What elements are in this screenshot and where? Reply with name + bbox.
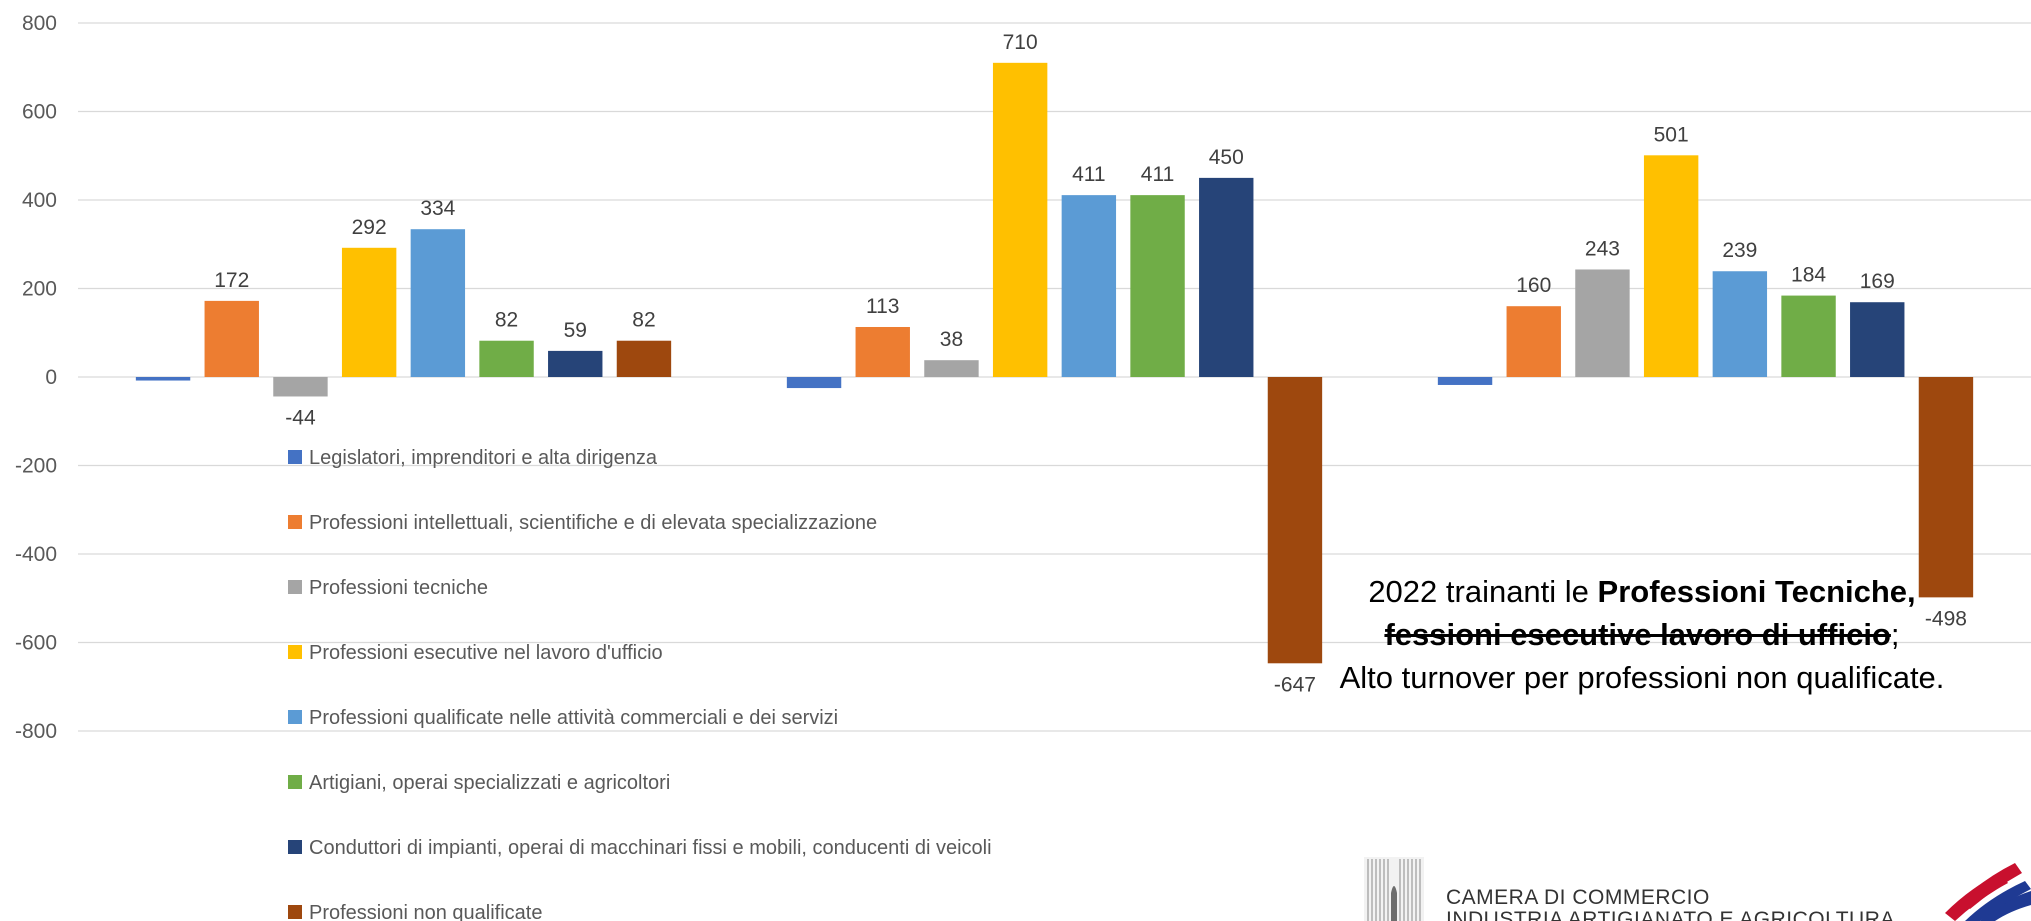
bar [1643,155,1699,377]
y-axis: 800 600 400 200 0 -200 -400 -600 -800 [15,12,57,743]
bar [1130,195,1185,377]
y-tick-label: -400 [15,543,57,566]
legend-label: Professioni qualificate nelle attività c… [309,707,838,729]
legend-swatch [288,840,302,854]
legend-swatch [288,515,302,529]
y-tick-label: 200 [22,278,57,301]
annotation-line-3: Alto turnover per professioni non qualif… [1339,660,1945,695]
data-label: -647 [1274,673,1316,696]
data-label: 169 [1860,270,1895,293]
data-label: 172 [214,269,249,292]
bar [1781,295,1836,377]
data-label: 113 [866,295,899,318]
bar [273,377,328,397]
data-label: 501 [1654,123,1689,146]
data-label: 411 [1141,163,1174,186]
annotation-line-1-bold: Professioni Tecniche, [1597,574,1916,609]
legend-swatch [288,450,302,464]
logo-graphic [1364,857,2031,921]
y-tick-label: 400 [22,189,57,212]
y-tick-label: -200 [15,455,57,478]
data-label: 184 [1791,264,1826,287]
bar [616,340,672,377]
legend-label: Professioni non qualificate [309,902,542,921]
y-tick-label: 600 [22,101,57,124]
legend-label: Legislatori, imprenditori e alta dirigen… [309,447,658,469]
data-label: 59 [564,319,587,342]
data-label: 710 [1003,31,1038,54]
data-label: 411 [1072,163,1105,186]
data-label: -498 [1925,607,1967,630]
data-label: 450 [1209,146,1244,169]
legend-swatch [288,710,302,724]
bar [1850,302,1905,377]
bar [992,62,1048,377]
bar [1506,306,1561,377]
bar [204,300,259,377]
bar [1918,377,1974,598]
emblem-icon [1364,857,1424,921]
bars [135,62,1974,664]
logo-line-2: INDUSTRIA ARTIGIANATO E AGRICOLTURA [1446,908,1895,921]
gridlines [78,22,2031,732]
data-label: -44 [285,406,316,429]
annotation-line-2: fessioni esecutive lavoro di ufficio; [1252,613,2031,656]
data-label: 82 [495,309,518,332]
data-label: 82 [632,309,655,332]
y-tick-label: 800 [22,12,57,35]
y-tick-label: -600 [15,632,57,655]
bar [1437,377,1493,385]
legend-swatch [288,580,302,594]
bar [786,377,842,389]
bar [1199,177,1254,377]
bar [479,340,534,377]
annotation-line-1-text: 2022 trainanti le [1368,574,1598,609]
data-label: 239 [1722,239,1757,262]
annotation-line-1: 2022 trainanti le Professioni Tecniche, [1252,570,2031,613]
annotation-text: 2022 trainanti le Professioni Tecniche, … [1252,570,2031,699]
bar [1712,271,1768,377]
annotation-line-2-bold: fessioni esecutive lavoro di ufficio [1384,617,1891,652]
data-label: 243 [1585,237,1620,260]
data-label: 292 [352,216,387,239]
data-label: 160 [1516,274,1551,297]
bar [410,229,466,377]
logo-text: CAMERA DI COMMERCIO INDUSTRIA ARTIGIANAT… [1446,887,1895,921]
data-labels: 172 -44 292 334 82 59 82 113 38 710 411 411 450 -647 1… [214,31,1967,696]
legend-label: Professioni esecutive nel lavoro d'uffic… [309,642,663,664]
legend: Legislatori, imprenditori e alta dirigen… [288,447,992,921]
bar [341,247,397,377]
annotation-line-2-text: ; [1890,617,1900,652]
y-tick-label: 0 [45,366,57,389]
chamber-of-commerce-logo: CAMERA DI COMMERCIO INDUSTRIA ARTIGIANAT… [1360,853,2031,921]
legend-label: Conduttori di impianti, operai di macchi… [309,837,992,859]
bar [135,377,191,381]
logo-line-1: CAMERA DI COMMERCIO [1446,886,1710,909]
brand-ribbon-icon [1945,863,2031,921]
bar [924,360,979,377]
bar [855,326,910,377]
bar [1267,377,1323,664]
bar [1061,195,1117,377]
legend-label: Professioni intellettuali, scientifiche … [309,512,877,534]
legend-label: Professioni tecniche [309,577,488,599]
bar [1575,269,1630,377]
legend-swatch [288,775,302,789]
legend-swatch [288,645,302,659]
y-tick-label: -800 [15,720,57,743]
data-label: 38 [940,328,963,351]
data-label: 334 [420,197,455,220]
legend-label: Artigiani, operai specializzati e agrico… [309,772,670,794]
bar [548,350,603,377]
legend-swatch [288,905,302,919]
